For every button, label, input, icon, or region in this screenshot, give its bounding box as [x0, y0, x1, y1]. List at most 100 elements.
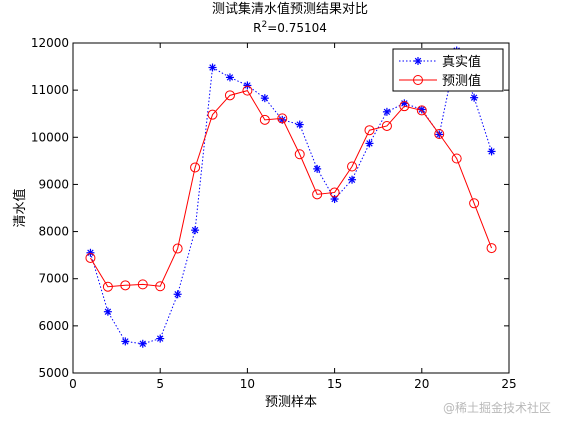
asterisk-stroke	[261, 94, 269, 102]
y-tick-label: 12000	[31, 36, 69, 50]
data-point-actual	[330, 195, 339, 204]
data-point-predicted	[207, 109, 218, 120]
x-tick-label: 25	[501, 377, 516, 391]
data-point-predicted	[451, 153, 462, 164]
data-point-predicted	[155, 281, 166, 292]
data-point-predicted	[242, 85, 253, 96]
y-tick-label: 7000	[38, 272, 69, 286]
data-point-predicted	[102, 281, 113, 292]
subtitle-suffix: =0.75104	[267, 21, 327, 35]
data-point-actual	[365, 139, 374, 148]
data-point-predicted	[486, 243, 497, 254]
data-point-actual	[470, 93, 479, 102]
asterisk-stroke	[209, 64, 216, 71]
y-tick-label: 9000	[38, 177, 69, 191]
asterisk-stroke	[174, 291, 181, 298]
chart-title: 测试集清水值预测结果对比	[212, 1, 368, 17]
asterisk-stroke	[104, 308, 112, 315]
data-point-predicted	[85, 252, 96, 263]
data-point-actual	[382, 107, 391, 116]
data-point-predicted	[312, 189, 323, 200]
data-point-predicted	[172, 243, 183, 254]
legend-label-actual: 真实值	[442, 54, 481, 70]
data-point-actual	[348, 175, 357, 184]
data-point-predicted	[224, 90, 235, 101]
asterisk-stroke	[191, 226, 199, 234]
data-point-predicted	[277, 113, 288, 124]
data-point-actual	[208, 63, 217, 72]
legend: 真实值 预测值	[392, 48, 504, 92]
asterisk-stroke	[331, 195, 338, 203]
asterisk-stroke	[470, 94, 478, 101]
asterisk-stroke	[488, 148, 495, 155]
asterisk-stroke	[401, 100, 408, 107]
asterisk-stroke	[383, 108, 391, 116]
data-point-actual	[225, 73, 234, 82]
data-point-actual	[121, 337, 130, 346]
y-tick-label: 10000	[31, 130, 69, 144]
data-point-actual	[260, 94, 269, 103]
data-point-actual	[86, 248, 95, 257]
data-point-predicted	[329, 187, 340, 198]
data-point-predicted	[416, 105, 427, 116]
series-predicted	[85, 85, 497, 292]
data-point-predicted	[259, 114, 270, 125]
data-point-predicted	[364, 125, 375, 136]
plot-area	[72, 42, 510, 374]
asterisk-stroke	[244, 82, 251, 89]
y-axis-label: 清水值	[12, 188, 28, 227]
subtitle-prefix: R	[253, 21, 261, 35]
asterisk-stroke	[279, 116, 286, 124]
subtitle-superscript: 2	[261, 20, 267, 30]
y-tick-label: 5000	[38, 366, 69, 380]
data-point-predicted	[137, 279, 148, 290]
asterisk-stroke	[348, 176, 356, 183]
data-point-predicted	[399, 101, 410, 112]
data-point-actual	[103, 307, 112, 316]
data-point-actual	[191, 226, 200, 235]
asterisk-stroke	[87, 249, 94, 257]
asterisk-stroke	[226, 74, 234, 81]
asterisk-stroke	[156, 335, 164, 342]
legend-marker-actual	[414, 57, 422, 65]
y-tick-label: 6000	[38, 319, 69, 333]
legend-box	[392, 48, 504, 92]
asterisk-stroke	[296, 121, 303, 128]
y-tick-label: 11000	[31, 83, 69, 97]
legend-label-predicted: 预测值	[442, 73, 481, 89]
x-tick-label: 5	[156, 377, 164, 391]
data-point-actual	[173, 290, 182, 299]
data-point-predicted	[120, 280, 131, 291]
data-point-predicted	[469, 198, 480, 209]
chart-subtitle: R2=0.75104	[253, 20, 327, 35]
data-point-predicted	[347, 161, 358, 172]
data-point-predicted	[294, 149, 305, 160]
x-tick-label: 10	[240, 377, 255, 391]
asterisk-stroke	[313, 165, 321, 173]
asterisk-stroke	[366, 140, 373, 147]
data-point-predicted	[190, 162, 201, 173]
series-layer	[85, 46, 497, 348]
data-point-actual	[243, 81, 252, 90]
asterisk-stroke	[139, 340, 146, 347]
axis-ticks: 5000 6000 7000 8000 9000 10000 11000 12000 0 5 10 1…	[31, 36, 517, 391]
data-point-actual	[487, 147, 496, 156]
x-tick-label: 0	[69, 377, 77, 391]
data-point-predicted	[434, 128, 445, 139]
watermark: @稀土掘金技术社区	[442, 401, 551, 415]
asterisk-stroke	[122, 338, 129, 345]
data-point-predicted	[381, 120, 392, 131]
legend-marker-predicted	[413, 75, 423, 85]
data-point-actual	[417, 105, 426, 114]
x-tick-label: 20	[414, 377, 429, 391]
y-tick-label: 8000	[38, 225, 69, 239]
data-point-actual	[295, 120, 304, 129]
data-point-actual	[156, 334, 165, 343]
data-point-actual	[400, 99, 409, 108]
data-point-actual	[313, 164, 322, 173]
asterisk-stroke	[418, 106, 426, 113]
x-tick-label: 15	[327, 377, 342, 391]
x-axis-label: 预测样本	[265, 395, 317, 410]
